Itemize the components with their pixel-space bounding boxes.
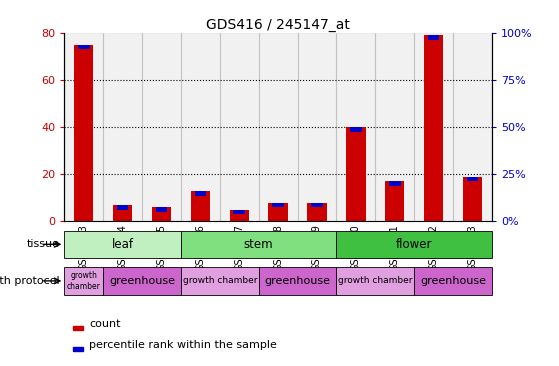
Bar [195, 191, 206, 195]
Bar [297, 33, 337, 221]
Bar [350, 127, 362, 132]
Bar [346, 127, 366, 221]
Text: greenhouse: greenhouse [420, 276, 486, 286]
Bar [272, 203, 284, 207]
Text: leaf: leaf [112, 238, 134, 251]
Bar [78, 45, 89, 49]
Bar [191, 191, 210, 221]
Bar [337, 231, 492, 258]
Bar [230, 210, 249, 221]
Bar [467, 177, 479, 182]
Bar [73, 326, 83, 330]
Bar [64, 231, 181, 258]
Bar [64, 33, 103, 221]
Bar [103, 33, 142, 221]
Bar [142, 33, 181, 221]
Bar [307, 203, 326, 221]
Text: count: count [89, 320, 121, 329]
Bar [268, 203, 288, 221]
Text: percentile rank within the sample: percentile rank within the sample [89, 340, 277, 350]
Bar [181, 231, 337, 258]
Bar [375, 33, 414, 221]
Bar [64, 267, 103, 295]
Bar [117, 205, 129, 210]
Bar [337, 267, 414, 295]
Bar [311, 203, 323, 207]
Bar [181, 33, 220, 221]
Bar [463, 177, 482, 221]
Text: flower: flower [396, 238, 433, 251]
Text: stem: stem [244, 238, 273, 251]
Text: growth chamber: growth chamber [338, 276, 413, 285]
Text: greenhouse: greenhouse [264, 276, 330, 286]
Bar [453, 33, 492, 221]
Bar [234, 210, 245, 214]
Bar [259, 33, 297, 221]
Bar [259, 267, 337, 295]
Bar [155, 207, 167, 212]
Text: greenhouse: greenhouse [109, 276, 175, 286]
Text: growth protocol: growth protocol [0, 276, 60, 286]
Bar [151, 207, 171, 221]
Bar [414, 267, 492, 295]
Bar [428, 35, 439, 40]
Bar [181, 267, 259, 295]
Bar [103, 267, 181, 295]
Title: GDS416 / 245147_at: GDS416 / 245147_at [206, 18, 350, 32]
Bar [424, 35, 443, 221]
Bar [113, 205, 132, 221]
Bar [389, 182, 401, 186]
Bar [337, 33, 375, 221]
Bar [385, 182, 405, 221]
Text: growth chamber: growth chamber [183, 276, 257, 285]
Bar [414, 33, 453, 221]
Text: tissue: tissue [27, 239, 60, 249]
Bar [74, 45, 93, 221]
Bar [73, 347, 83, 351]
Bar [220, 33, 259, 221]
Text: growth
chamber: growth chamber [67, 271, 101, 291]
